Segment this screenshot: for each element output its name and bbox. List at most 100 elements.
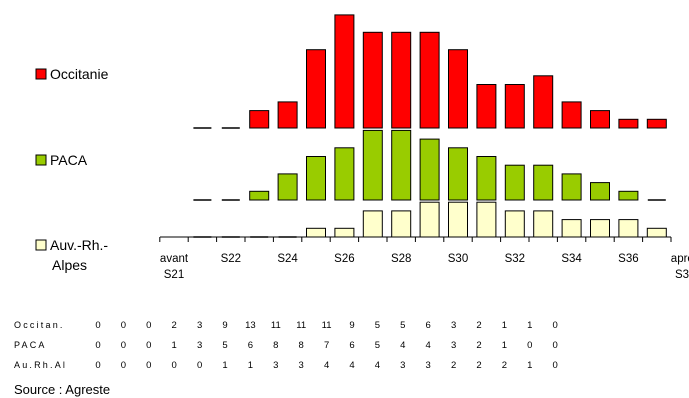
- bar: [391, 31, 412, 129]
- x-tick-label: S37: [675, 269, 689, 281]
- table-cell: 0: [196, 360, 203, 371]
- table-cell: 3: [298, 360, 304, 371]
- bar: [504, 164, 525, 201]
- table-cell: 8: [273, 340, 279, 351]
- legend-label: Auv.-Rh.-: [50, 237, 108, 253]
- table-cell: 1: [501, 340, 508, 351]
- bar: [476, 156, 497, 201]
- table-cell: 0: [120, 340, 127, 351]
- table-cell: 0: [552, 360, 558, 371]
- bar: [646, 227, 667, 238]
- table-cell: 2: [171, 320, 177, 331]
- bar: [277, 101, 298, 129]
- table-cell: 3: [196, 340, 203, 351]
- bar: [646, 118, 667, 129]
- bar: [249, 190, 270, 201]
- table-cell: 3: [273, 360, 279, 371]
- table-cell: 1: [501, 320, 508, 331]
- bar: [561, 173, 582, 201]
- bar: [561, 101, 582, 129]
- table-cell: 5: [374, 340, 381, 351]
- legend-label: PACA: [50, 152, 88, 168]
- table-cell: 0: [171, 360, 177, 371]
- bar: [362, 129, 383, 201]
- x-tick-label: S24: [277, 253, 298, 265]
- bar: [277, 173, 298, 201]
- table-cell: 0: [146, 360, 152, 371]
- x-tick-label: S26: [334, 253, 354, 265]
- table-cell: 5: [400, 320, 406, 331]
- table-cell: 1: [171, 340, 177, 351]
- table-cell: 0: [146, 340, 152, 351]
- table-cell: 3: [450, 340, 457, 351]
- table-cell: 13: [245, 320, 256, 331]
- bar: [561, 219, 582, 238]
- table-cell: 4: [400, 340, 406, 351]
- table-cell: 11: [270, 320, 281, 331]
- table-cell: 4: [374, 360, 381, 371]
- source-note: Source : Agreste: [14, 382, 111, 397]
- bar: [618, 190, 639, 201]
- bar: [419, 31, 440, 129]
- table-cell: 0: [95, 360, 101, 371]
- bar: [448, 49, 468, 129]
- x-tick-label: S30: [448, 253, 468, 265]
- bar: [533, 75, 554, 129]
- table-cell: 1: [247, 360, 254, 371]
- table-cell: 0: [552, 340, 558, 351]
- bar: [504, 84, 525, 129]
- legend-swatch: [35, 68, 47, 80]
- x-tick-label: après: [671, 253, 689, 265]
- table-row-label: Occitan.: [14, 320, 65, 330]
- bar: [590, 219, 610, 238]
- table-cell: 2: [476, 360, 482, 371]
- bar: [306, 49, 326, 129]
- bar: [533, 164, 554, 201]
- x-tick-label: S21: [164, 269, 184, 281]
- table-cell: 7: [323, 340, 330, 351]
- bar: [618, 219, 639, 238]
- table-cell: 1: [222, 360, 228, 371]
- table-cell: 6: [425, 320, 431, 331]
- table-cell: 0: [120, 360, 127, 371]
- x-tick-label: S28: [391, 253, 411, 265]
- table-cell: 3: [450, 320, 457, 331]
- stacked-panel-bar-chart: Occitanie PACA Auv.-Rh.- Alpes avant S21 S22 S2…: [35, 14, 689, 281]
- x-tick-label: avant: [160, 253, 189, 265]
- table-cell: 4: [349, 360, 355, 371]
- table-cell: 3: [196, 320, 203, 331]
- table-cell: 0: [95, 340, 101, 351]
- bar: [476, 201, 497, 238]
- bar: [334, 147, 355, 201]
- table-cell: 8: [298, 340, 304, 351]
- table-cell: 1: [527, 320, 533, 331]
- bar: [362, 210, 383, 238]
- table-cell: 11: [321, 320, 332, 331]
- table-cell: 1: [527, 360, 533, 371]
- table-cell: 5: [374, 320, 381, 331]
- bar: [504, 210, 525, 238]
- table-cell: 6: [349, 340, 355, 351]
- legend-label: Occitanie: [50, 66, 109, 82]
- bar: [590, 182, 610, 201]
- bar: [306, 156, 326, 201]
- legend-swatch: [35, 239, 47, 251]
- bar: [362, 31, 383, 129]
- table-cell: 4: [323, 360, 330, 371]
- table-cell: 6: [247, 340, 254, 351]
- table-cell: 5: [222, 340, 228, 351]
- bar: [448, 147, 468, 201]
- x-tick-label: S22: [221, 253, 241, 265]
- table-cell: 0: [120, 320, 127, 331]
- table-cell: 0: [552, 320, 558, 331]
- table-cell: 4: [425, 340, 431, 351]
- bar: [590, 110, 610, 129]
- legend-swatch: [35, 154, 47, 166]
- x-tick-label: S34: [561, 253, 582, 265]
- table-cell: 9: [349, 320, 355, 331]
- bar: [391, 129, 412, 201]
- bar: [249, 110, 270, 129]
- bar: [334, 227, 355, 238]
- table-cell: 2: [476, 340, 482, 351]
- legend-label: Alpes: [52, 257, 87, 273]
